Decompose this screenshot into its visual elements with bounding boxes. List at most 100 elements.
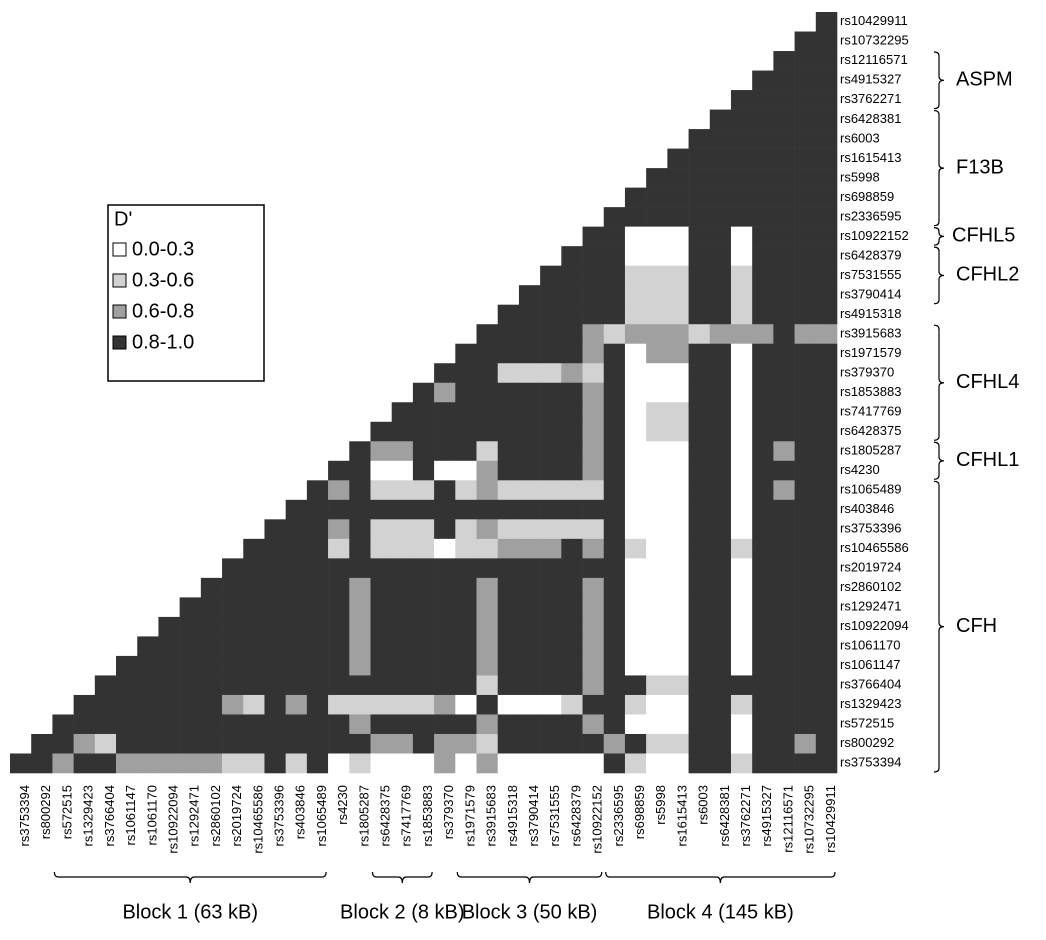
row-label: rs5998 bbox=[840, 169, 880, 184]
cell bbox=[603, 577, 626, 598]
cell bbox=[391, 402, 414, 423]
cell bbox=[667, 675, 689, 696]
cell bbox=[709, 499, 732, 520]
cell bbox=[518, 694, 541, 715]
cell bbox=[794, 694, 817, 715]
cell bbox=[412, 441, 435, 462]
block-brace bbox=[53, 871, 327, 884]
cell bbox=[730, 519, 753, 540]
cell bbox=[603, 499, 626, 520]
cell bbox=[497, 363, 520, 384]
cell bbox=[497, 675, 520, 696]
column-label: rs3766404 bbox=[102, 785, 117, 846]
cell bbox=[624, 499, 647, 520]
cell bbox=[412, 636, 435, 657]
cell bbox=[815, 499, 838, 520]
cell bbox=[582, 363, 605, 384]
cell bbox=[603, 421, 626, 442]
cell bbox=[688, 519, 711, 540]
cell bbox=[709, 597, 732, 618]
cell bbox=[603, 382, 626, 403]
cell bbox=[306, 480, 329, 501]
cell bbox=[582, 402, 605, 423]
row-label: rs3915683 bbox=[840, 325, 901, 340]
cell bbox=[646, 538, 668, 559]
gene-label: CFHL4 bbox=[956, 371, 1019, 393]
cell bbox=[94, 714, 117, 735]
cell bbox=[709, 636, 732, 657]
row-label: rs3790414 bbox=[840, 286, 901, 301]
cell bbox=[434, 655, 456, 676]
cell bbox=[646, 246, 668, 266]
cell bbox=[497, 733, 520, 754]
cell bbox=[815, 304, 838, 325]
row-label: rs3766404 bbox=[840, 677, 901, 692]
cell bbox=[497, 538, 520, 559]
row-label: rs6428379 bbox=[840, 247, 901, 262]
cell bbox=[518, 421, 541, 442]
cell bbox=[561, 733, 583, 754]
cell bbox=[730, 90, 753, 110]
cell bbox=[200, 753, 223, 774]
legend-label: 0.6-0.8 bbox=[132, 300, 194, 322]
cell bbox=[561, 655, 583, 676]
cell bbox=[752, 675, 774, 696]
cell bbox=[582, 421, 605, 442]
cell bbox=[730, 187, 753, 208]
cell bbox=[328, 499, 350, 520]
cell bbox=[773, 168, 795, 188]
cell bbox=[497, 694, 520, 715]
cell bbox=[646, 636, 668, 657]
cell bbox=[752, 148, 774, 169]
cell bbox=[794, 265, 817, 286]
cell bbox=[370, 616, 392, 637]
cell bbox=[730, 168, 753, 188]
cell bbox=[709, 480, 732, 501]
cell bbox=[455, 577, 477, 598]
cell bbox=[243, 538, 265, 559]
cell bbox=[476, 324, 499, 345]
cell bbox=[815, 168, 838, 188]
cell bbox=[391, 441, 414, 462]
cell bbox=[158, 616, 180, 637]
cell bbox=[412, 597, 435, 618]
cell bbox=[243, 675, 265, 696]
cell bbox=[561, 343, 583, 364]
cell bbox=[476, 675, 499, 696]
column-label: rs1061170 bbox=[144, 785, 159, 845]
cell bbox=[603, 519, 626, 540]
cell bbox=[476, 655, 499, 676]
cell bbox=[518, 324, 541, 345]
cell bbox=[730, 265, 753, 286]
cell bbox=[455, 441, 477, 462]
cell bbox=[518, 519, 541, 540]
cell bbox=[328, 597, 350, 618]
cell bbox=[730, 460, 753, 481]
cell bbox=[667, 733, 689, 754]
cell bbox=[709, 382, 732, 403]
cell bbox=[752, 441, 774, 462]
cell bbox=[624, 441, 647, 462]
cell bbox=[624, 324, 647, 345]
cell bbox=[794, 246, 817, 266]
row-label: rs1971579 bbox=[840, 345, 901, 360]
gene-brace bbox=[933, 324, 945, 441]
block-label: Block 4 (145 kB) bbox=[647, 901, 794, 923]
cell bbox=[391, 499, 414, 520]
cell bbox=[434, 558, 456, 579]
cell bbox=[391, 421, 414, 442]
cell bbox=[794, 90, 817, 110]
gene-label: ASPM bbox=[956, 69, 1013, 91]
cell bbox=[773, 460, 795, 481]
cell bbox=[667, 343, 689, 364]
cell bbox=[730, 246, 753, 266]
cell bbox=[730, 129, 753, 149]
cell bbox=[794, 441, 817, 462]
row-label: rs4915327 bbox=[840, 72, 901, 87]
cell bbox=[752, 207, 774, 227]
cell bbox=[518, 304, 541, 325]
cell bbox=[328, 694, 350, 715]
cell bbox=[434, 363, 456, 384]
cell bbox=[603, 246, 626, 266]
cell bbox=[264, 733, 286, 754]
